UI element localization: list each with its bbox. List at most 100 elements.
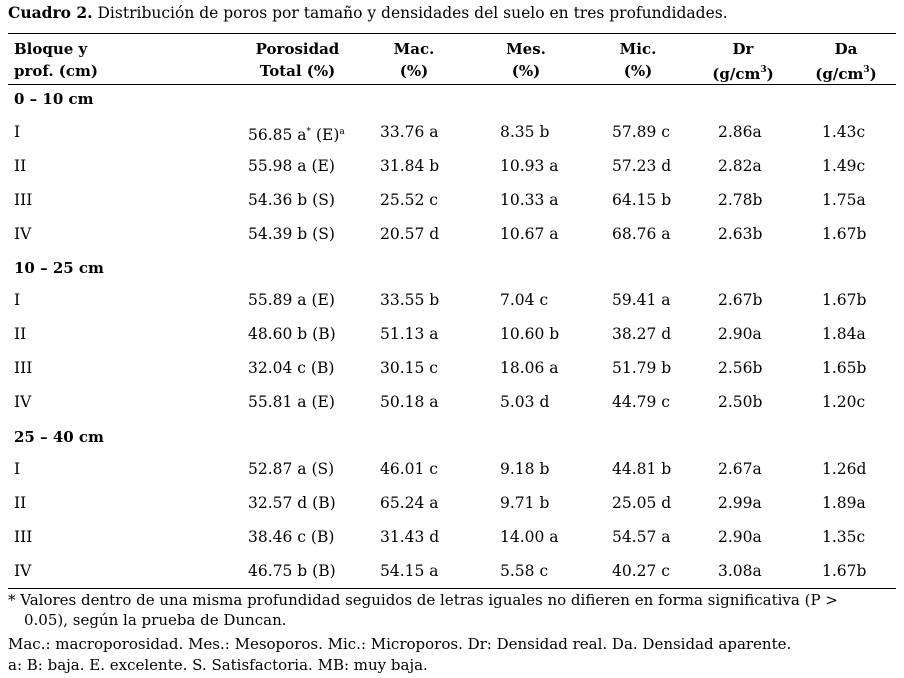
significance-marker: * bbox=[306, 127, 312, 137]
header-dr-line1: Dr bbox=[732, 40, 754, 58]
cell-mic: 38.27 d bbox=[612, 325, 672, 343]
cell-porosidad: 55.81 a (E) bbox=[248, 393, 335, 411]
table-row: I 56.85 a* (E)a 33.76 a 8.35 b 57.89 c 2… bbox=[0, 120, 904, 144]
cell-bloque: IV bbox=[14, 393, 32, 411]
cell-dr: 2.56b bbox=[718, 359, 763, 377]
cell-da: 1.35c bbox=[822, 528, 866, 546]
header-mic: Mic. (%) bbox=[598, 38, 678, 82]
cell-mac: 50.18 a bbox=[380, 393, 439, 411]
cell-bloque: III bbox=[14, 359, 33, 377]
cell-da: 1.49c bbox=[822, 157, 866, 175]
cell-bloque: II bbox=[14, 494, 27, 512]
cell-da: 1.67b bbox=[822, 291, 867, 309]
cell-da: 1.84a bbox=[822, 325, 866, 343]
header-mes: Mes. (%) bbox=[486, 38, 566, 82]
cell-porosidad-value: 56.85 a bbox=[248, 126, 307, 145]
cell-mac: 46.01 c bbox=[380, 460, 438, 478]
cell-dr: 2.82a bbox=[718, 157, 762, 175]
header-da-exponent: 3 bbox=[863, 65, 870, 75]
table-row: I 52.87 a (S) 46.01 c 9.18 b 44.81 b 2.6… bbox=[0, 457, 904, 481]
cell-porosidad: 48.60 b (B) bbox=[248, 325, 336, 343]
cell-mes: 10.67 a bbox=[500, 225, 559, 243]
header-rule bbox=[8, 84, 896, 85]
cell-dr: 2.90a bbox=[718, 528, 762, 546]
header-bloque-line2: prof. (cm) bbox=[14, 62, 98, 80]
cell-mic: 51.79 b bbox=[612, 359, 672, 377]
cell-mac: 25.52 c bbox=[380, 191, 438, 209]
section-title: 10 – 25 cm bbox=[14, 259, 104, 277]
cell-dr: 2.67b bbox=[718, 291, 763, 309]
header-dr-line2: (g/cm3) bbox=[703, 60, 783, 85]
cell-dr: 2.63b bbox=[718, 225, 763, 243]
cell-mac: 33.76 a bbox=[380, 123, 439, 141]
header-dr-close: ) bbox=[766, 65, 774, 83]
footnote-classes: a: B: baja. E. excelente. S. Satisfactor… bbox=[8, 656, 428, 674]
header-mes-line1: Mes. bbox=[506, 40, 546, 58]
table-row: III 38.46 c (B) 31.43 d 14.00 a 54.57 a … bbox=[0, 525, 904, 549]
top-rule bbox=[8, 33, 896, 34]
header-da: Da (g/cm3) bbox=[806, 38, 886, 85]
footnote-marker: a bbox=[339, 127, 345, 137]
table-row: IV 54.39 b (S) 20.57 d 10.67 a 68.76 a 2… bbox=[0, 222, 904, 246]
cell-mic: 44.79 c bbox=[612, 393, 670, 411]
cell-dr: 2.78b bbox=[718, 191, 763, 209]
section-title: 25 – 40 cm bbox=[14, 428, 104, 446]
caption-label: Cuadro 2. bbox=[8, 3, 93, 22]
table-row: III 32.04 c (B) 30.15 c 18.06 a 51.79 b … bbox=[0, 356, 904, 380]
cell-porosidad: 38.46 c (B) bbox=[248, 528, 335, 546]
table-row: II 32.57 d (B) 65.24 a 9.71 b 25.05 d 2.… bbox=[0, 491, 904, 515]
cell-porosidad: 32.57 d (B) bbox=[248, 494, 336, 512]
header-porosidad: Porosidad Total (%) bbox=[230, 38, 365, 82]
header-dr: Dr (g/cm3) bbox=[703, 38, 783, 85]
section-title: 0 – 10 cm bbox=[14, 90, 94, 108]
cell-da: 1.67b bbox=[822, 562, 867, 580]
cell-mac: 20.57 d bbox=[380, 225, 440, 243]
cell-mes: 10.93 a bbox=[500, 157, 559, 175]
header-da-close: ) bbox=[869, 65, 877, 83]
cell-mes: 5.03 d bbox=[500, 393, 550, 411]
cell-mac: 65.24 a bbox=[380, 494, 439, 512]
header-porosidad-line1: Porosidad bbox=[255, 40, 340, 58]
cell-mac: 33.55 b bbox=[380, 291, 440, 309]
cell-porosidad: 46.75 b (B) bbox=[248, 562, 336, 580]
cell-porosidad: 54.36 b (S) bbox=[248, 191, 335, 209]
header-dr-exponent: 3 bbox=[760, 65, 767, 75]
cell-mes: 18.06 a bbox=[500, 359, 559, 377]
cell-mic: 64.15 b bbox=[612, 191, 672, 209]
cell-bloque: II bbox=[14, 325, 27, 343]
cell-porosidad: 56.85 a* (E)a bbox=[248, 120, 345, 147]
cell-da: 1.75a bbox=[822, 191, 866, 209]
cell-mes: 5.58 c bbox=[500, 562, 549, 580]
footnote-abbreviations: Mac.: macroporosidad. Mes.: Mesoporos. M… bbox=[8, 635, 792, 653]
header-mac-line2: (%) bbox=[399, 62, 429, 80]
cell-mes: 9.71 b bbox=[500, 494, 550, 512]
cell-mes: 8.35 b bbox=[500, 123, 550, 141]
table-row: IV 46.75 b (B) 54.15 a 5.58 c 40.27 c 3.… bbox=[0, 559, 904, 583]
table-row: IV 55.81 a (E) 50.18 a 5.03 d 44.79 c 2.… bbox=[0, 390, 904, 414]
cell-mes: 9.18 b bbox=[500, 460, 550, 478]
cell-da: 1.26d bbox=[822, 460, 867, 478]
cell-bloque: I bbox=[14, 291, 21, 309]
header-mic-line2: (%) bbox=[623, 62, 653, 80]
header-mac: Mac. (%) bbox=[374, 38, 454, 82]
cell-bloque: I bbox=[14, 123, 21, 141]
table-row: II 48.60 b (B) 51.13 a 10.60 b 38.27 d 2… bbox=[0, 322, 904, 346]
footnote-significance: * Valores dentro de una misma profundida… bbox=[8, 590, 896, 630]
cell-bloque: IV bbox=[14, 225, 32, 243]
header-mes-line2: (%) bbox=[511, 62, 541, 80]
cell-mic: 54.57 a bbox=[612, 528, 671, 546]
cell-da: 1.65b bbox=[822, 359, 867, 377]
cell-porosidad: 54.39 b (S) bbox=[248, 225, 335, 243]
caption-text: Distribución de poros por tamaño y densi… bbox=[92, 4, 728, 22]
footnote-significance-line1: * Valores dentro de una misma profundida… bbox=[8, 591, 838, 609]
header-dr-unit: (g/cm bbox=[712, 65, 761, 83]
header-mic-line1: Mic. bbox=[619, 40, 657, 58]
header-mac-line1: Mac. bbox=[393, 40, 435, 58]
footnote-significance-line2: 0.05), según la prueba de Duncan. bbox=[24, 611, 287, 629]
cell-porosidad: 52.87 a (S) bbox=[248, 460, 335, 478]
cell-porosidad: 32.04 c (B) bbox=[248, 359, 335, 377]
cell-mic: 57.89 c bbox=[612, 123, 670, 141]
cell-mes: 7.04 c bbox=[500, 291, 549, 309]
cell-dr: 2.86a bbox=[718, 123, 762, 141]
